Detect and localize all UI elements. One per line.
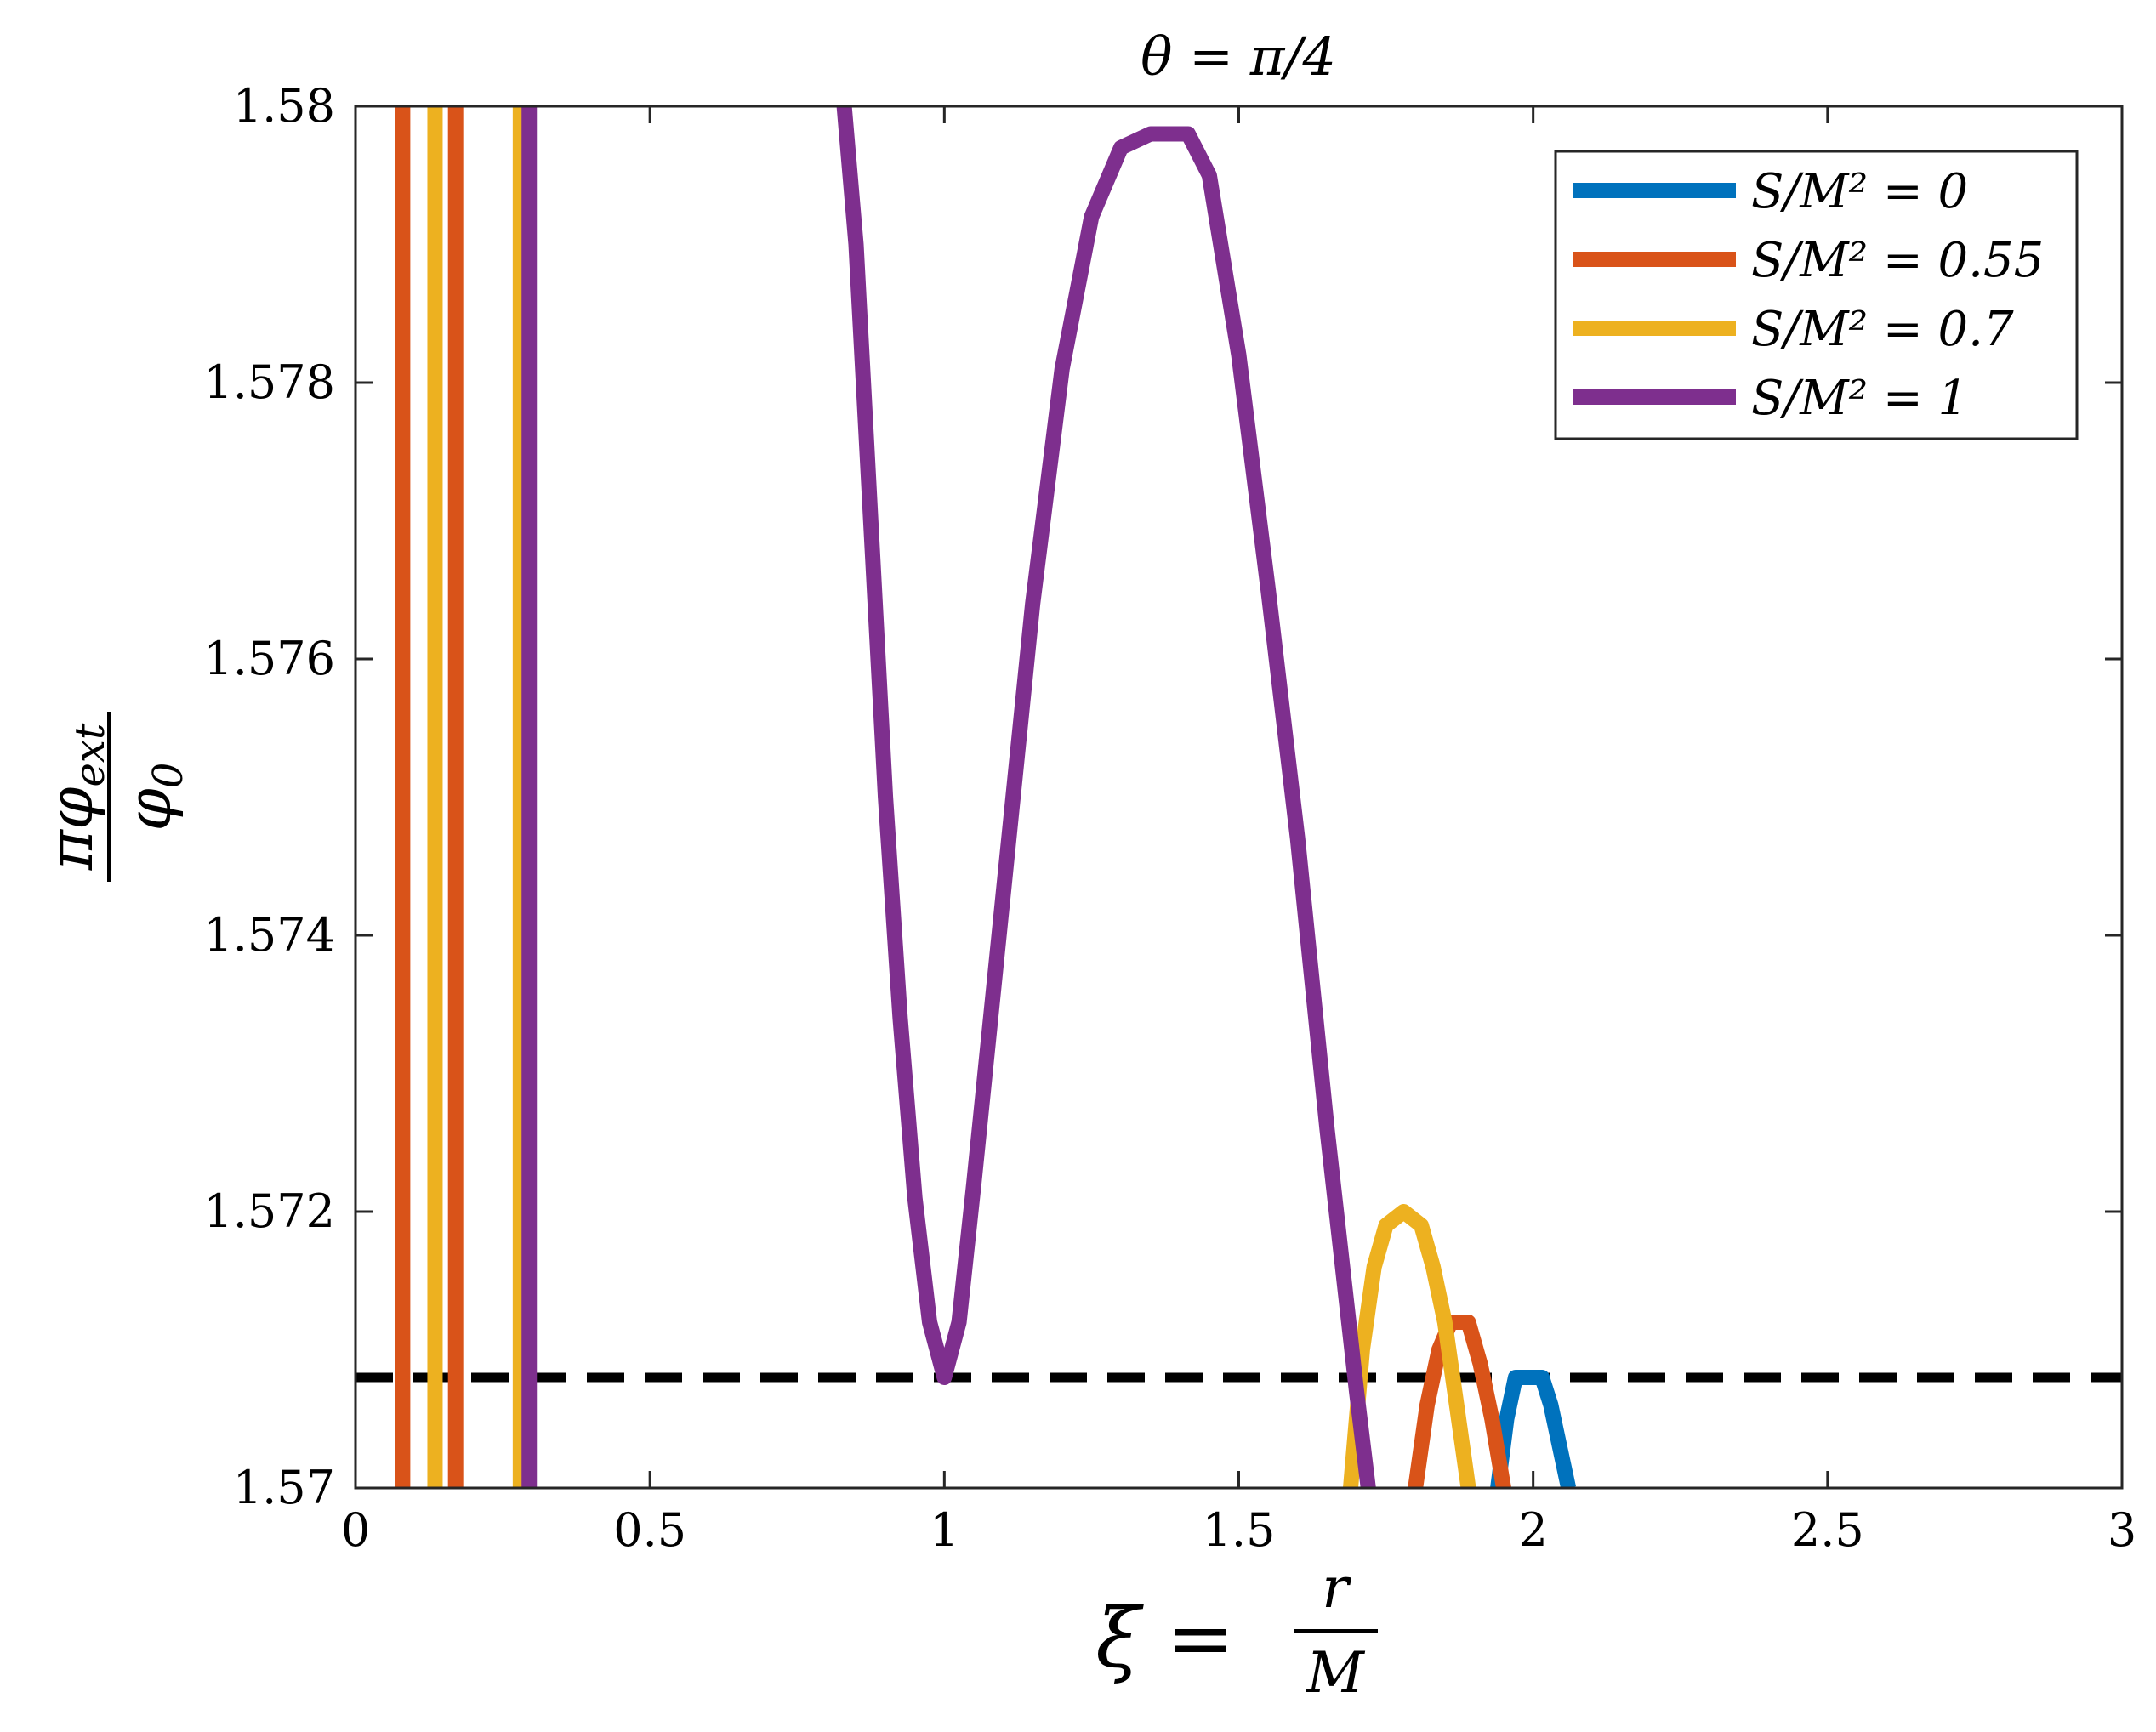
y-axis-label-numerator-sub: ext bbox=[66, 723, 114, 786]
axes: 0 0.5 1 1.5 2 2.5 3 1.57 1.572 1.574 1.576 1.578 1.5… bbox=[203, 79, 2136, 1557]
x-tick-label-0: 0 bbox=[341, 1503, 370, 1557]
y-tick-label-2: 1.574 bbox=[203, 908, 335, 962]
y-axis-label-denominator: φ0 bbox=[113, 763, 192, 832]
legend-label-0: S/M² = 0 bbox=[1751, 164, 1968, 219]
series-3 bbox=[521, 106, 1376, 1488]
series-1 bbox=[395, 106, 1511, 1488]
x-tick-label-5: 2.5 bbox=[1791, 1503, 1864, 1557]
x-tick-label-2: 1 bbox=[930, 1503, 959, 1557]
x-axis-label-denominator: M bbox=[1306, 1640, 1365, 1706]
y-axis-label-denominator-sub: 0 bbox=[145, 763, 192, 789]
y-axis-label-numerator-main: πφ bbox=[35, 786, 106, 871]
series-0 bbox=[1490, 1370, 1577, 1488]
legend-label-2: S/M² = 0.7 bbox=[1751, 302, 2014, 357]
chart-title: θ = π/4 bbox=[1141, 26, 1336, 88]
y-axis-label-denominator-main: φ bbox=[113, 787, 185, 831]
y-axis-label-numerator: πφext bbox=[35, 723, 114, 871]
x-tick-label-3: 1.5 bbox=[1203, 1503, 1276, 1557]
legend: S/M² = 0 S/M² = 0.55 S/M² = 0.7 S/M² = 1 bbox=[1554, 150, 2079, 440]
legend-label-3: S/M² = 1 bbox=[1751, 371, 1968, 426]
x-axis-label: ξ = r M bbox=[1095, 1555, 1378, 1706]
plot-area bbox=[356, 106, 2122, 1488]
series-0-line bbox=[1490, 1370, 1577, 1488]
plot-clip-group bbox=[356, 106, 2122, 1488]
x-axis-label-lhs: ξ = bbox=[1095, 1591, 1235, 1686]
x-tick-label-4: 2 bbox=[1518, 1503, 1547, 1557]
x-tick-label-1: 0.5 bbox=[613, 1503, 686, 1557]
y-tick-label-1: 1.572 bbox=[203, 1184, 335, 1238]
series-1-line bbox=[1408, 1315, 1511, 1488]
series-3-line bbox=[836, 106, 1376, 1488]
series-2-line bbox=[1343, 1204, 1476, 1488]
y-tick-label-4: 1.578 bbox=[203, 355, 335, 409]
legend-label-1: S/M² = 0.55 bbox=[1751, 233, 2044, 288]
y-tick-label-0: 1.57 bbox=[233, 1461, 335, 1514]
x-axis-label-numerator: r bbox=[1322, 1555, 1351, 1621]
series-2 bbox=[427, 106, 1476, 1488]
y-tick-label-5: 1.58 bbox=[233, 79, 335, 133]
y-axis-label: πφext φ0 bbox=[35, 712, 192, 882]
y-tick-label-3: 1.576 bbox=[203, 632, 335, 685]
x-tick-label-6: 3 bbox=[2108, 1503, 2136, 1557]
